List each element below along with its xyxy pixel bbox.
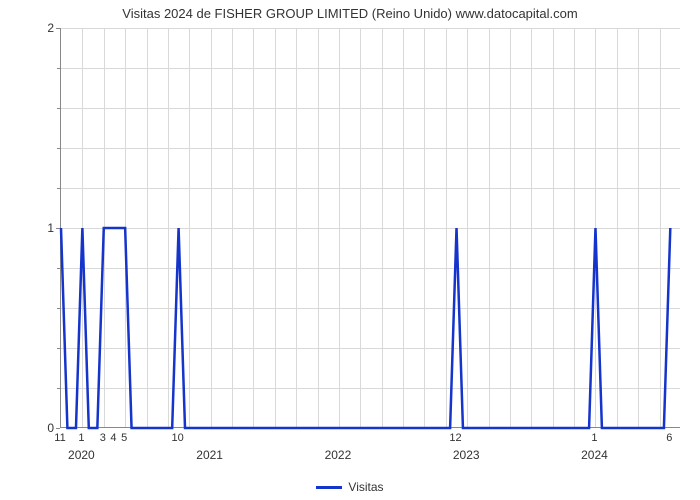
line-series-visitas (61, 28, 681, 428)
x-year-label: 2021 (196, 448, 223, 462)
x-year-label: 2020 (68, 448, 95, 462)
x-year-label: 2022 (325, 448, 352, 462)
x-tick-label: 1 (78, 432, 84, 444)
x-tick-label: 3 (100, 432, 106, 444)
y-tick-label: 0 (47, 421, 54, 435)
plot-area (60, 28, 680, 428)
x-tick-label: 11 (54, 432, 65, 444)
y-tick-label: 1 (47, 221, 54, 235)
series-line (61, 228, 670, 428)
x-tick-label: 4 (110, 432, 116, 444)
x-tick-label: 12 (449, 432, 461, 444)
legend-swatch (316, 486, 342, 489)
legend: Visitas (0, 480, 700, 494)
x-year-label: 2023 (453, 448, 480, 462)
x-tick-label: 1 (591, 432, 597, 444)
legend-label: Visitas (348, 480, 383, 494)
chart-container: Visitas 2024 de FISHER GROUP LIMITED (Re… (0, 0, 700, 500)
x-tick-label: 5 (121, 432, 127, 444)
x-year-label: 2024 (581, 448, 608, 462)
x-tick-label: 6 (666, 432, 672, 444)
y-tick-label: 2 (47, 21, 54, 35)
x-tick-label: 10 (171, 432, 183, 444)
y-tick-mark (56, 428, 60, 429)
chart-title: Visitas 2024 de FISHER GROUP LIMITED (Re… (0, 6, 700, 21)
